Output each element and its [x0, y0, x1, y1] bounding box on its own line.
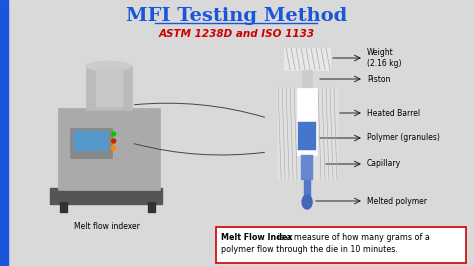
Text: MFI Testing Method: MFI Testing Method	[126, 7, 347, 25]
Bar	[96, 70, 122, 106]
Text: Weight
(2.16 kg): Weight (2.16 kg)	[367, 48, 401, 68]
Bar	[297, 88, 317, 155]
Text: Heated Barrel: Heated Barrel	[367, 109, 420, 118]
Bar	[313, 155, 323, 180]
Bar	[58, 108, 160, 190]
Bar	[304, 180, 310, 198]
Bar	[147, 202, 155, 212]
Bar	[291, 155, 301, 180]
Bar	[86, 66, 132, 110]
Bar	[0, 0, 8, 266]
Bar	[70, 128, 112, 158]
Bar	[284, 48, 330, 70]
Text: Melted polymer: Melted polymer	[367, 197, 427, 206]
Bar	[50, 188, 162, 204]
Bar	[298, 122, 316, 150]
Bar	[302, 70, 312, 92]
Ellipse shape	[302, 195, 312, 209]
Ellipse shape	[86, 61, 132, 71]
Text: Melt Flow Index: Melt Flow Index	[221, 232, 293, 242]
FancyBboxPatch shape	[216, 227, 465, 263]
Bar	[74, 131, 108, 151]
Text: Polymer (granules): Polymer (granules)	[367, 134, 440, 143]
Bar	[301, 155, 313, 180]
Bar	[317, 88, 337, 180]
Circle shape	[112, 139, 116, 143]
Circle shape	[112, 146, 116, 150]
Bar	[277, 88, 297, 180]
Text: ASTM 1238D and ISO 1133: ASTM 1238D and ISO 1133	[158, 29, 314, 39]
Text: polymer flow through the die in 10 minutes.: polymer flow through the die in 10 minut…	[221, 244, 398, 253]
Text: is a measure of how many grams of a: is a measure of how many grams of a	[275, 232, 430, 242]
Circle shape	[112, 132, 116, 136]
Bar	[60, 202, 67, 212]
Text: Piston: Piston	[367, 74, 390, 84]
Text: Melt flow indexer: Melt flow indexer	[74, 222, 140, 231]
Text: Capillary: Capillary	[367, 160, 401, 168]
